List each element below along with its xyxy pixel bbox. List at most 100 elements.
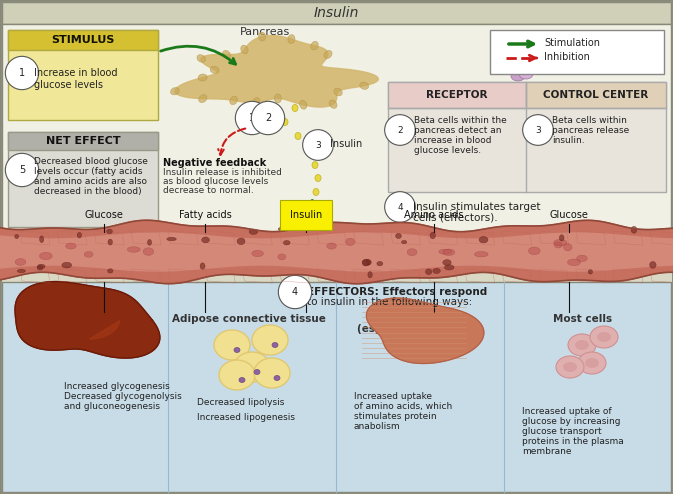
Bar (8, 30, 158, 120)
Ellipse shape (511, 71, 525, 81)
Ellipse shape (143, 248, 153, 255)
Text: of amino acids, which: of amino acids, which (354, 402, 452, 411)
Ellipse shape (15, 234, 19, 239)
Ellipse shape (407, 248, 417, 256)
Ellipse shape (559, 235, 564, 241)
Text: cells (effectors).: cells (effectors). (413, 212, 497, 222)
Text: levels occur (fatty acids: levels occur (fatty acids (34, 167, 143, 176)
Ellipse shape (127, 247, 140, 252)
Ellipse shape (199, 95, 207, 103)
Text: Inhibition: Inhibition (544, 52, 590, 62)
Text: and gluconeogenesis: and gluconeogenesis (64, 402, 160, 411)
Polygon shape (366, 298, 484, 364)
Ellipse shape (229, 96, 238, 105)
Text: Glucose: Glucose (549, 210, 588, 220)
Ellipse shape (443, 249, 455, 255)
Text: 2: 2 (265, 113, 271, 123)
Ellipse shape (234, 352, 270, 382)
Text: pancreas detect an: pancreas detect an (414, 126, 501, 135)
Text: STIMULUS: STIMULUS (51, 35, 114, 45)
Ellipse shape (252, 250, 263, 257)
Text: Liver tissue: Liver tissue (50, 314, 118, 324)
Ellipse shape (346, 238, 355, 246)
Bar (2, 24, 671, 232)
Text: Insulin: Insulin (314, 6, 359, 20)
Ellipse shape (597, 332, 611, 342)
Text: pancreas release: pancreas release (552, 126, 629, 135)
Ellipse shape (282, 119, 288, 125)
Ellipse shape (568, 334, 596, 356)
Ellipse shape (433, 268, 440, 274)
Ellipse shape (324, 50, 332, 58)
Text: glucose by increasing: glucose by increasing (522, 417, 621, 426)
Text: EFFECTORS: Effectors respond: EFFECTORS: Effectors respond (307, 287, 487, 297)
Ellipse shape (519, 69, 533, 79)
Ellipse shape (556, 356, 584, 378)
Ellipse shape (365, 260, 370, 265)
Ellipse shape (241, 45, 248, 54)
Ellipse shape (578, 352, 606, 374)
Bar (490, 30, 664, 74)
Ellipse shape (249, 229, 258, 235)
Text: Beta cells within the: Beta cells within the (414, 116, 507, 125)
Text: NET EFFECT: NET EFFECT (46, 136, 120, 146)
Text: Glucose: Glucose (85, 210, 124, 220)
Ellipse shape (474, 251, 488, 257)
Bar (388, 82, 666, 192)
Ellipse shape (239, 377, 245, 382)
Bar (388, 82, 526, 108)
Ellipse shape (253, 98, 260, 107)
Text: Decreased glycogenolysis: Decreased glycogenolysis (64, 392, 182, 401)
Ellipse shape (554, 240, 567, 246)
Text: Increased lipogenesis: Increased lipogenesis (197, 413, 295, 422)
Ellipse shape (234, 347, 240, 353)
Text: as blood glucose levels: as blood glucose levels (163, 177, 269, 186)
Text: Decreased lipolysis: Decreased lipolysis (197, 398, 285, 407)
Ellipse shape (275, 94, 281, 103)
Ellipse shape (219, 360, 255, 390)
Text: decreased in the blood): decreased in the blood) (34, 187, 141, 196)
Ellipse shape (274, 375, 280, 380)
Ellipse shape (590, 326, 618, 348)
Text: Increase in blood: Increase in blood (34, 68, 118, 78)
Text: 5: 5 (19, 165, 25, 175)
Ellipse shape (170, 87, 179, 95)
Text: Insulin: Insulin (330, 139, 362, 149)
Text: 3: 3 (535, 125, 541, 134)
Text: Insulin: Insulin (290, 210, 322, 220)
Ellipse shape (443, 260, 451, 265)
Ellipse shape (17, 269, 26, 273)
Ellipse shape (327, 243, 336, 249)
Ellipse shape (278, 254, 286, 260)
Text: 2: 2 (397, 125, 403, 134)
Ellipse shape (108, 269, 113, 273)
Ellipse shape (15, 258, 26, 265)
Text: Fatty acids: Fatty acids (179, 210, 232, 220)
Ellipse shape (84, 251, 93, 257)
Ellipse shape (554, 242, 563, 248)
Text: CONTROL CENTER: CONTROL CENTER (543, 90, 649, 100)
Ellipse shape (223, 50, 231, 58)
Ellipse shape (425, 269, 432, 275)
Text: Increased uptake of: Increased uptake of (522, 407, 612, 416)
Ellipse shape (588, 270, 592, 274)
Text: Increased glycogenesis: Increased glycogenesis (64, 382, 170, 391)
Bar (526, 82, 666, 108)
Text: Increased uptake: Increased uptake (354, 392, 432, 401)
Ellipse shape (377, 261, 383, 266)
Ellipse shape (567, 259, 581, 266)
Ellipse shape (305, 147, 311, 154)
Text: glucose levels.: glucose levels. (414, 146, 481, 155)
Ellipse shape (368, 272, 372, 278)
Text: decrease to normal.: decrease to normal. (163, 186, 254, 195)
Ellipse shape (396, 233, 401, 239)
Ellipse shape (312, 162, 318, 168)
Ellipse shape (167, 237, 176, 241)
Ellipse shape (254, 358, 290, 388)
Ellipse shape (37, 266, 43, 270)
Ellipse shape (313, 189, 319, 196)
Ellipse shape (237, 238, 245, 245)
Text: Pancreas: Pancreas (240, 27, 290, 37)
Ellipse shape (444, 265, 454, 270)
Ellipse shape (200, 263, 205, 269)
